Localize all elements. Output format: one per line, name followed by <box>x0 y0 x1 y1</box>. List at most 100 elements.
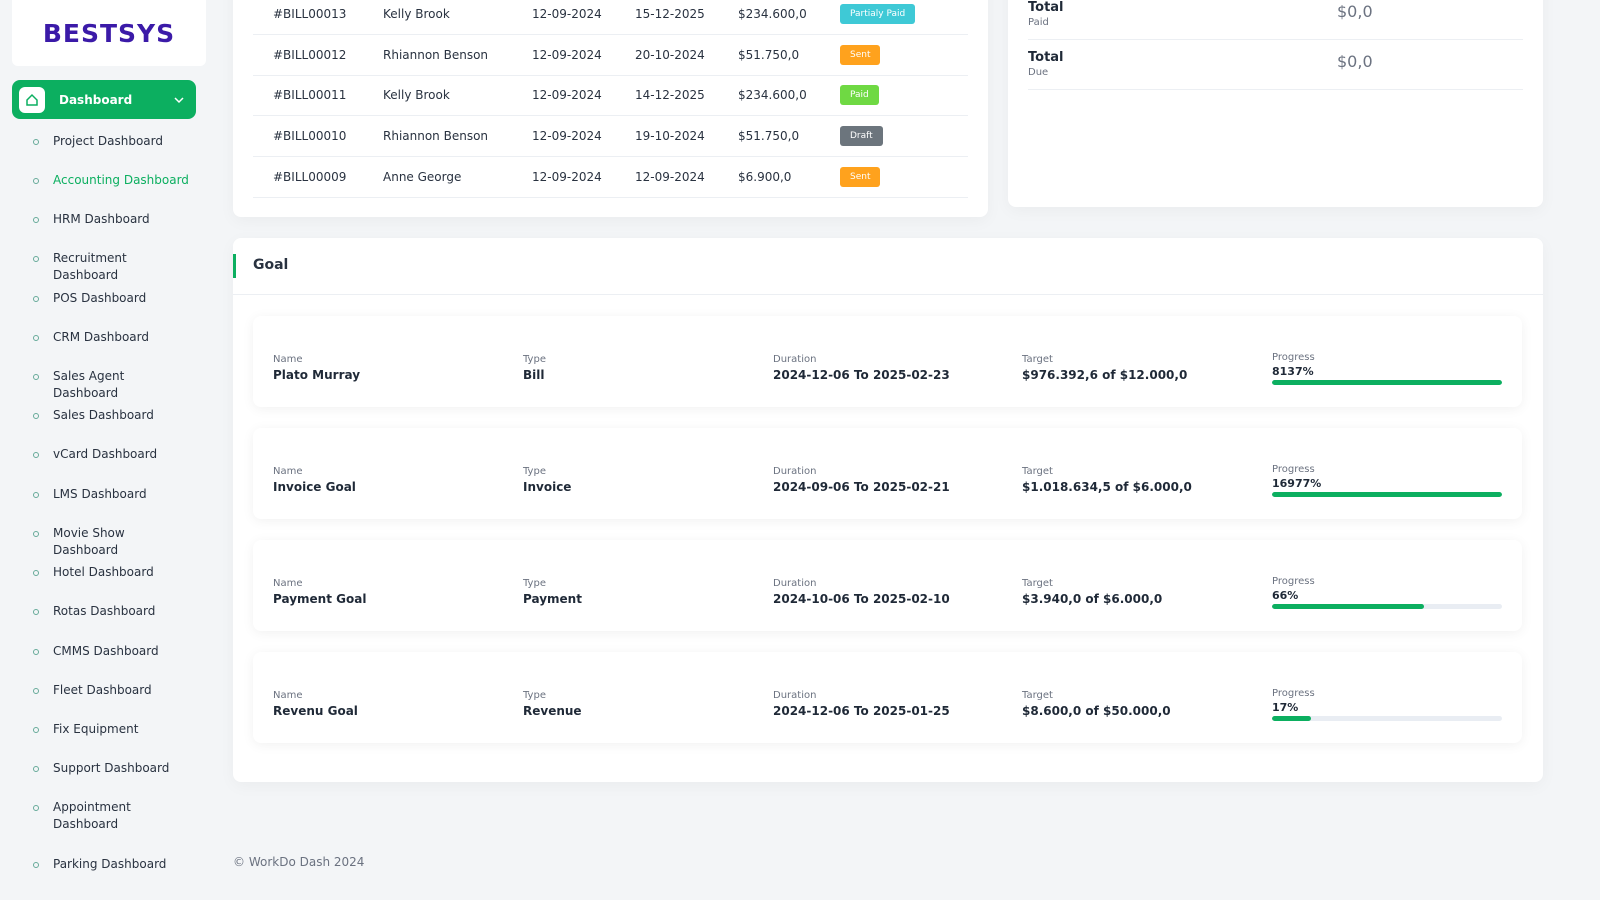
goal-target: $1.018.634,5 of $6.000,0 <box>1022 480 1192 494</box>
menu-bullet <box>33 139 39 145</box>
progress-track <box>1272 604 1502 609</box>
bill-id: #BILL00010 <box>273 129 347 144</box>
field-label: Duration <box>773 354 817 365</box>
field-label: Target <box>1022 690 1053 701</box>
total-label: Total <box>1028 0 1064 15</box>
field-label: Duration <box>773 466 817 477</box>
menu-bullet <box>33 296 39 302</box>
bill-amount: $51.750,0 <box>738 129 800 144</box>
menu-item[interactable]: Parking Dashboard <box>53 857 167 871</box>
menu-item[interactable]: HRM Dashboard <box>53 212 150 226</box>
goal-card: Goal Name Plato Murray Type Bill Duration 202… <box>233 238 1543 782</box>
active-menu[interactable]: Dashboard <box>12 80 196 119</box>
goal-target: $976.392,6 of $12.000,0 <box>1022 368 1188 382</box>
menu-bullet <box>33 609 39 615</box>
field-label: Name <box>273 466 303 477</box>
menu-item[interactable]: Movie Show Dashboard <box>53 526 125 557</box>
field-label: Target <box>1022 466 1053 477</box>
menu-bullet <box>33 413 39 419</box>
progress-label: 17% <box>1272 701 1299 714</box>
menu-item[interactable]: Sales Agent Dashboard <box>53 369 125 400</box>
menu-item[interactable]: Fix Equipment <box>53 722 139 736</box>
bill-id: #BILL00013 <box>273 7 347 21</box>
field-label: Progress <box>1272 688 1315 699</box>
goal-title: Goal <box>253 257 289 273</box>
goal-type: Revenue <box>523 704 582 718</box>
total-sub: Due <box>1028 66 1049 78</box>
menu-bullet <box>33 374 39 380</box>
menu-item[interactable]: LMS Dashboard <box>53 487 147 501</box>
goal-name: Invoice Goal <box>273 480 356 494</box>
menu-item[interactable]: CRM Dashboard <box>53 330 149 344</box>
bill-customer: Kelly Brook <box>383 88 450 103</box>
menu-item[interactable]: Support Dashboard <box>53 761 170 775</box>
home-svg <box>26 93 38 106</box>
goal-duration: 2024-12-06 To 2025-01-25 <box>773 704 950 718</box>
progress-label: 8137% <box>1272 365 1314 378</box>
progress-bar <box>1272 716 1312 721</box>
goal-target: $8.600,0 of $50.000,0 <box>1022 704 1171 718</box>
bill-bill-date: 12-09-2024 <box>532 7 602 21</box>
goal-name: Plato Murray <box>273 368 361 382</box>
bill-due-date: 14-12-2025 <box>635 88 705 103</box>
menu-item[interactable]: Rotas Dashboard <box>53 604 156 618</box>
goal-name: Payment Goal <box>273 592 367 606</box>
field-label: Duration <box>773 578 817 589</box>
goal-item: Name Invoice Goal Type Invoice Duration 2024-… <box>253 428 1522 519</box>
menu-item[interactable]: Recruitment Dashboard <box>53 251 127 282</box>
field-label: Progress <box>1272 576 1315 587</box>
status-badge: Paid <box>840 85 879 106</box>
bill-amount: $234.600,0 <box>738 7 807 21</box>
brand-logo[interactable]: BESTSYS <box>12 0 206 66</box>
field-label: Type <box>523 354 546 365</box>
row-divider <box>253 74 968 76</box>
field-label: Type <box>523 690 546 701</box>
menu-item[interactable]: Accounting Dashboard <box>53 173 189 187</box>
bill-id: #BILL00012 <box>273 47 347 62</box>
progress-track <box>1272 716 1502 721</box>
bill-amount: $6.900,0 <box>738 169 792 184</box>
menu-bullet <box>33 766 39 772</box>
totals-card: Total Paid $0,0 Total Due $0,0 <box>1008 0 1543 207</box>
bill-customer: Rhiannon Benson <box>383 129 489 144</box>
menu-item[interactable]: Project Dashboard <box>53 134 163 148</box>
progress-track <box>1272 492 1502 497</box>
menu-item[interactable]: Appointment Dashboard <box>53 800 131 831</box>
menu-item[interactable]: Sales Dashboard <box>53 408 154 422</box>
goal-item: Name Plato Murray Type Bill Duration 2024-12-… <box>253 316 1522 407</box>
menu-bullet <box>33 335 39 341</box>
bill-bill-date: 12-09-2024 <box>532 88 602 103</box>
menu-item[interactable]: vCard Dashboard <box>53 447 158 461</box>
menu-item[interactable]: Hotel Dashboard <box>53 565 154 579</box>
active-menu-label: Dashboard <box>59 92 133 107</box>
bill-amount: $51.750,0 <box>738 47 800 62</box>
menu-bullet <box>33 727 39 733</box>
menu-item[interactable]: Fleet Dashboard <box>53 683 152 697</box>
menu-bullet <box>33 217 39 223</box>
menu-bullet <box>33 805 39 811</box>
goal-type: Payment <box>523 592 582 606</box>
bill-id: #BILL00009 <box>273 169 347 184</box>
bill-bill-date: 12-09-2024 <box>532 129 602 144</box>
menu-bullet <box>33 649 39 655</box>
goal-duration: 2024-10-06 To 2025-02-10 <box>773 592 950 606</box>
bill-bill-date: 12-09-2024 <box>532 47 602 62</box>
total-value: $0,0 <box>1337 2 1373 21</box>
menu-item[interactable]: CMMS Dashboard <box>53 644 159 658</box>
goal-type: Bill <box>523 368 545 382</box>
menu-bullet <box>33 862 39 868</box>
bills-card: #BILL00013 Kelly Brook 12-09-2024 15-12-202… <box>233 0 988 217</box>
row-divider <box>253 156 968 158</box>
divider <box>233 294 1543 295</box>
progress-track <box>1272 380 1502 385</box>
progress-bar <box>1272 380 1502 385</box>
bill-due-date: 19-10-2024 <box>635 129 705 144</box>
status-badge: Draft <box>840 126 883 147</box>
menu-item[interactable]: POS Dashboard <box>53 291 147 305</box>
footer: © WorkDo Dash 2024 <box>233 855 365 869</box>
row-divider <box>253 196 968 198</box>
field-label: Duration <box>773 690 817 701</box>
bill-due-date: 12-09-2024 <box>635 169 705 184</box>
goal-name: Revenu Goal <box>273 704 358 718</box>
